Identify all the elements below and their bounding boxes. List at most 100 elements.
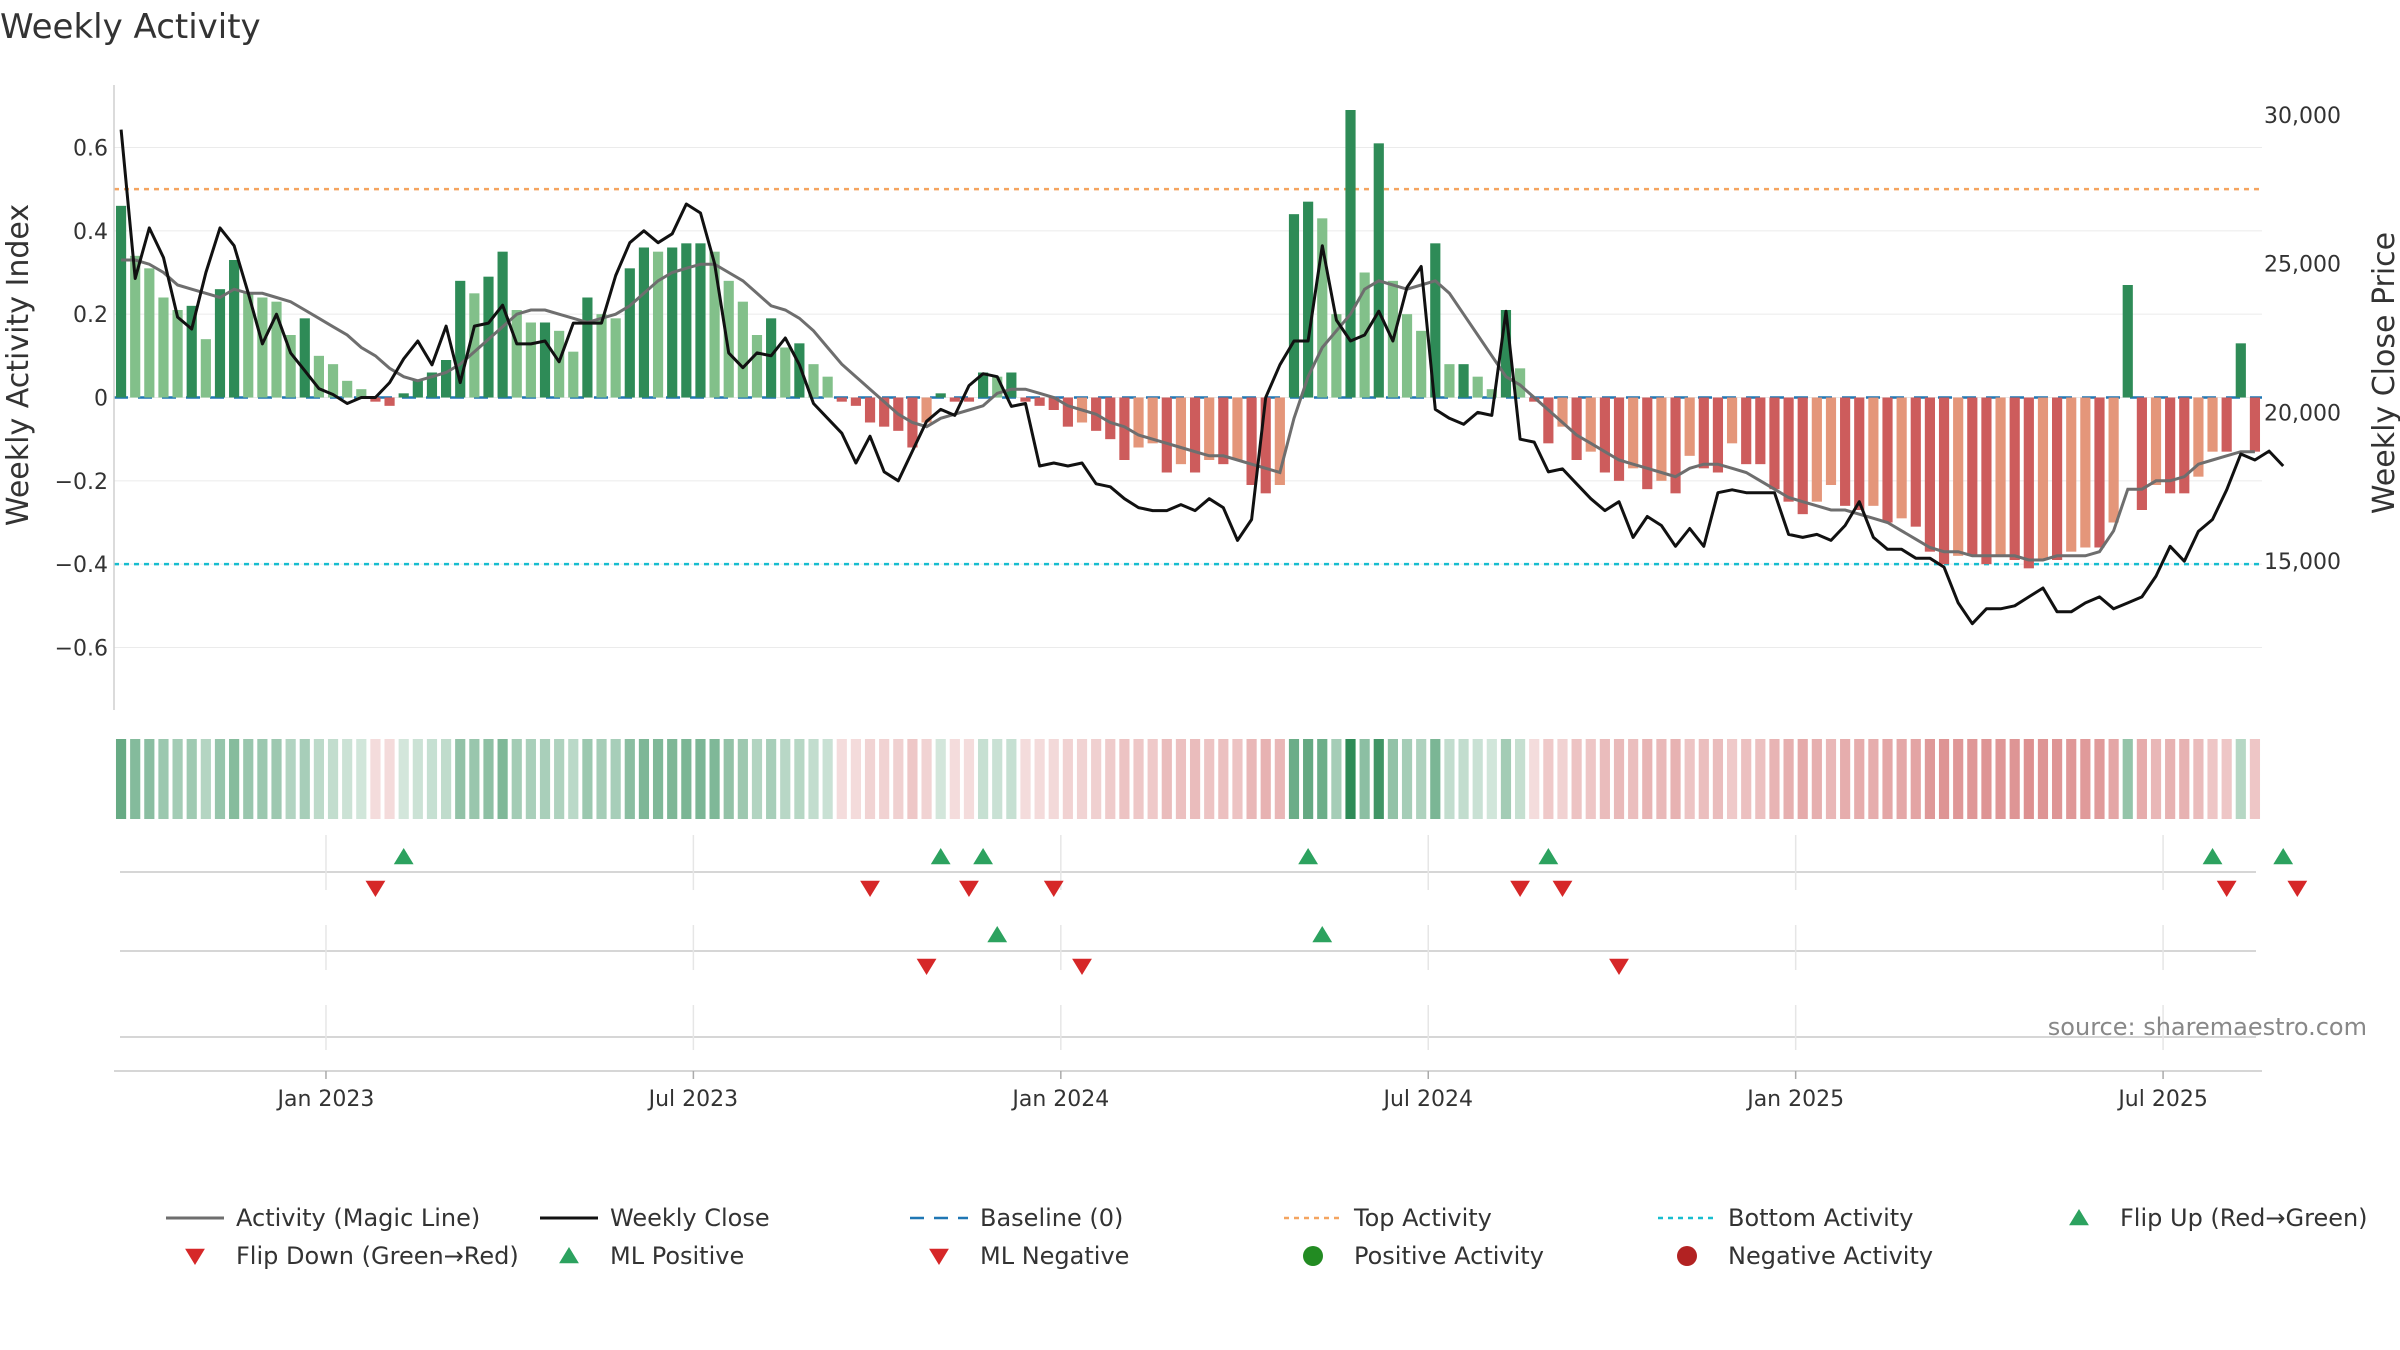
activity-bar <box>1500 310 1512 398</box>
activity-bars <box>115 110 2261 569</box>
activity-bar <box>1882 397 1893 523</box>
x-tick-label: Jul 2025 <box>2116 1087 2208 1112</box>
activity-bar <box>681 243 692 398</box>
heat-cell <box>1783 739 1794 819</box>
heat-cell <box>921 739 932 819</box>
activity-bar <box>1020 397 1031 402</box>
heat-cell <box>2066 739 2077 819</box>
heat-cell <box>992 739 1003 819</box>
heat-cell <box>1726 739 1738 819</box>
activity-bar <box>483 276 494 398</box>
ml-negative-marker <box>1609 958 1629 975</box>
activity-bar <box>1486 389 1497 398</box>
x-tick-label: Jan 2025 <box>1745 1087 1844 1112</box>
ml-positive-marker <box>987 926 1008 943</box>
activity-bar <box>285 335 296 398</box>
activity-bar <box>949 397 960 402</box>
activity-bar <box>539 322 551 398</box>
right-tick-label: 25,000 <box>2264 253 2341 278</box>
heat-cell <box>1938 739 1950 819</box>
flip-down-marker <box>2216 880 2237 897</box>
activity-bar <box>836 397 847 402</box>
flip-down-marker <box>1510 880 1530 897</box>
left-tick-label: −0.6 <box>55 637 108 662</box>
heat-cell <box>624 739 635 819</box>
left-tick-label: 0 <box>94 387 108 412</box>
legend-negative-activity-swatch <box>1677 1246 1697 1266</box>
right-tick-label: 20,000 <box>2264 401 2341 426</box>
activity-bar <box>1175 397 1187 465</box>
activity-bar <box>1783 397 1794 502</box>
activity-bar <box>144 268 155 398</box>
activity-bar <box>441 360 452 398</box>
heat-cell <box>1020 739 1031 819</box>
heat-cell <box>539 739 551 819</box>
activity-bar <box>1373 143 1384 398</box>
activity-bar <box>1811 397 1822 502</box>
activity-bar <box>766 318 777 398</box>
activity-bar <box>497 251 508 398</box>
heat-cell <box>1232 739 1243 819</box>
legend-positive-activity-swatch <box>1303 1246 1323 1266</box>
activity-bar <box>667 247 678 398</box>
heat-cell <box>1034 739 1045 819</box>
activity-bar <box>2094 397 2105 548</box>
activity-bar <box>2080 397 2091 548</box>
activity-bar <box>1571 397 1582 460</box>
activity-bar <box>850 397 861 406</box>
signal-panels <box>114 835 2308 1072</box>
heat-cell <box>1500 739 1512 819</box>
activity-bar <box>384 397 395 406</box>
activity-bar <box>879 397 890 427</box>
heat-cell <box>1091 739 1102 819</box>
activity-bar <box>327 364 339 398</box>
heat-cell <box>1825 739 1837 819</box>
activity-bar <box>1924 397 1935 552</box>
right-axis-ticks: 30,000 25,000 20,000 15,000 <box>2264 104 2341 575</box>
activity-bar <box>158 297 169 398</box>
activity-bar <box>1133 397 1144 448</box>
activity-bar <box>1684 397 1695 456</box>
legend-label: Baseline (0) <box>980 1204 1123 1232</box>
activity-bar <box>1712 397 1724 473</box>
legend-label: Negative Activity <box>1728 1242 1933 1270</box>
activity-bar <box>455 280 466 398</box>
activity-bar <box>1910 397 1921 527</box>
heat-cell <box>200 739 211 819</box>
flip-down-marker <box>2287 880 2308 897</box>
heat-cell <box>1684 739 1695 819</box>
activity-bar <box>1981 397 1992 565</box>
activity-bar <box>1515 368 1526 398</box>
heat-cell <box>1910 739 1921 819</box>
activity-bar <box>1147 397 1158 444</box>
heat-cell <box>1303 739 1314 819</box>
flip-down-marker <box>365 880 386 897</box>
activity-bar <box>469 293 480 398</box>
heat-cell <box>2179 739 2190 819</box>
heat-cell <box>2249 739 2261 819</box>
heat-cell <box>1995 739 2006 819</box>
heat-cell <box>568 739 579 819</box>
heat-cell <box>1246 739 1257 819</box>
activity-magic-line <box>121 258 2255 562</box>
heat-cell <box>1161 739 1172 819</box>
activity-bar <box>638 247 650 398</box>
heat-cell <box>1882 739 1893 819</box>
activity-bar <box>794 343 805 398</box>
heat-cell <box>2207 739 2218 819</box>
heat-cell <box>243 739 254 819</box>
activity-bar <box>1472 376 1483 398</box>
activity-bar <box>370 397 381 402</box>
heat-cell <box>1868 739 1879 819</box>
activity-bar <box>1995 397 2006 556</box>
heat-cell <box>1543 739 1554 819</box>
activity-bar <box>1656 397 1667 481</box>
activity-bar <box>1458 364 1469 398</box>
activity-bar <box>2179 397 2190 494</box>
heat-cell <box>949 739 960 819</box>
heat-cell <box>1628 739 1639 819</box>
activity-bar <box>1726 397 1738 444</box>
activity-bar <box>299 318 310 398</box>
heat-cell <box>271 739 282 819</box>
heat-cell <box>342 739 353 819</box>
